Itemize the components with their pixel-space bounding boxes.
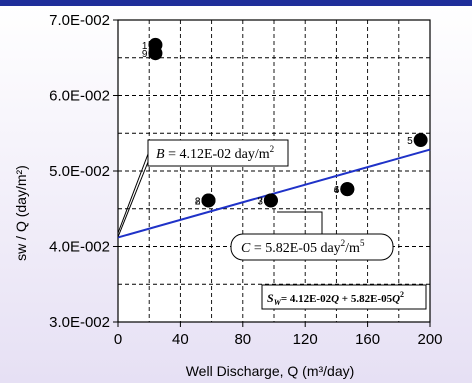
data-point <box>413 133 428 148</box>
data-point-label: 3 <box>257 196 263 207</box>
fit-line-layer <box>117 148 431 239</box>
x-tick-label: 40 <box>172 331 189 348</box>
data-point-label: 7 <box>257 196 263 207</box>
equation-box <box>261 284 427 310</box>
x-axis-title: Well Discharge, Q (m³/day) <box>186 363 355 379</box>
annotation-layer: B = 4.12E-02 day/m2 C = 5.82E-05 day2/m5… <box>117 139 427 310</box>
data-point <box>201 193 216 208</box>
x-tick-label: 80 <box>234 331 251 348</box>
y-axis-title: sw / Q (day/m²) <box>13 165 29 261</box>
c-annotation-text: C = 5.82E-05 day2/m5 <box>241 238 365 256</box>
c-annotation-box <box>230 233 394 261</box>
x-tick-label: 160 <box>355 331 380 348</box>
data-point <box>148 46 163 61</box>
data-point-label: 8 <box>195 196 201 207</box>
grid <box>118 20 430 322</box>
y-tick-label: 7.0E-002 <box>49 12 110 29</box>
data-point-label: 5 <box>407 136 413 147</box>
y-tick-label: 6.0E-002 <box>49 88 110 105</box>
equation-text: SW= 4.12E-02Q + 5.82E-05Q2 <box>267 290 404 307</box>
b-annotation-box <box>147 139 289 167</box>
data-point-label: 4 <box>334 185 340 196</box>
y-tick-label: 3.0E-002 <box>49 314 110 331</box>
x-tick-label: 120 <box>293 331 318 348</box>
data-point <box>263 193 278 208</box>
y-tick-label: 5.0E-002 <box>49 163 110 180</box>
fit-line <box>117 148 431 239</box>
data-point-label: 9 <box>142 49 148 60</box>
data-points: 19 28 37 46 5 <box>142 37 428 208</box>
b-annotation-leader-1 <box>117 153 149 234</box>
data-point-label: 1 <box>142 41 148 52</box>
b-annotation-text: B = 4.12E-02 day/m2 <box>156 144 274 162</box>
x-tick-label: 200 <box>417 331 442 348</box>
data-point <box>340 182 355 197</box>
tick-labels: 0 40 80 120 160 200 3.0E-002 4.0E-002 5.0E-002 6.… <box>49 12 442 348</box>
top-color-bar <box>0 0 472 6</box>
data-point-label: 6 <box>334 185 340 196</box>
data-point-label: 2 <box>195 196 201 207</box>
b-annotation-leader-2 <box>117 161 149 238</box>
x-tick-label: 0 <box>114 331 122 348</box>
y-tick-label: 4.0E-002 <box>49 239 110 256</box>
c-annotation-leader <box>277 211 323 234</box>
